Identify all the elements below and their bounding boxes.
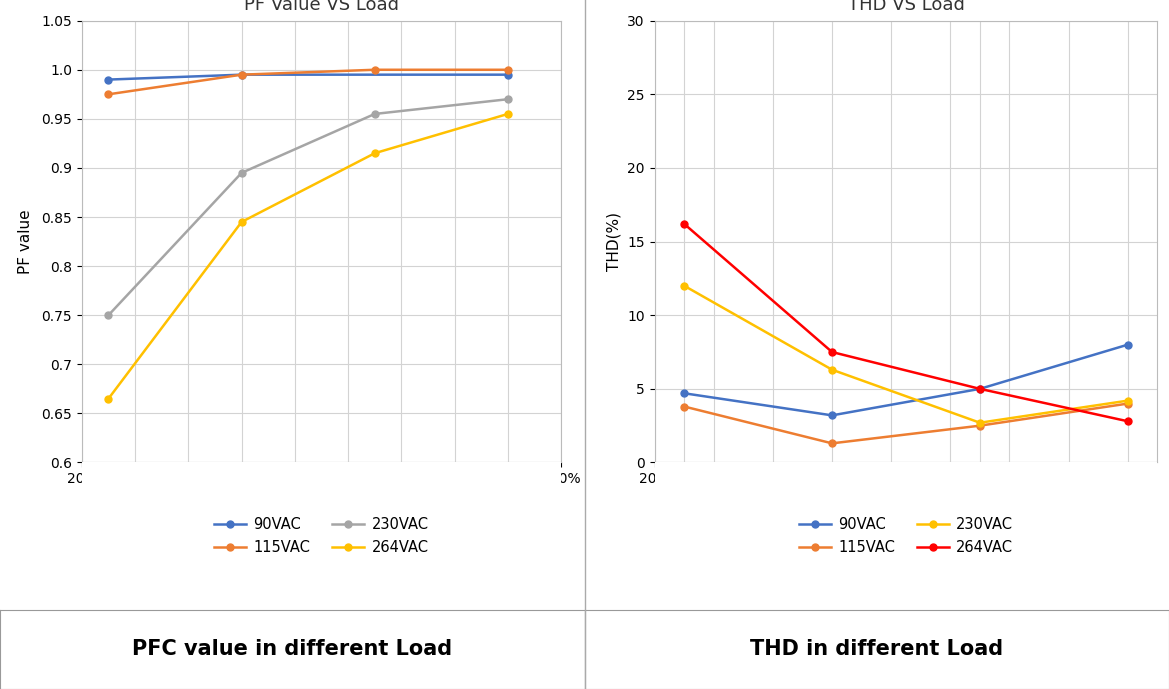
Line: 115VAC: 115VAC [105,66,511,98]
90VAC [1121,340,1135,349]
90VAC [235,70,249,79]
264VAC [102,395,116,403]
Line: 264VAC: 264VAC [105,110,511,402]
115VAC [368,65,382,74]
X-axis label: Load(Full Load%): Load(Full Load%) [256,495,387,510]
X-axis label: Load(Full Load%): Load(Full Load%) [841,495,971,510]
Line: 230VAC: 230VAC [105,96,511,319]
264VAC [825,348,839,356]
230VAC [1121,396,1135,404]
264VAC [368,149,382,157]
Line: 90VAC: 90VAC [680,341,1132,419]
Legend: 90VAC, 115VAC, 230VAC, 264VAC: 90VAC, 115VAC, 230VAC, 264VAC [208,512,435,561]
Y-axis label: PF value: PF value [18,209,33,274]
115VAC [102,90,116,99]
230VAC [973,419,987,427]
Line: 115VAC: 115VAC [680,400,1132,447]
Legend: 90VAC, 115VAC, 230VAC, 264VAC: 90VAC, 115VAC, 230VAC, 264VAC [793,512,1019,561]
230VAC [235,169,249,177]
Line: 264VAC: 264VAC [680,220,1132,424]
90VAC [973,384,987,393]
90VAC [102,76,116,84]
264VAC [973,384,987,393]
Line: 230VAC: 230VAC [680,282,1132,426]
115VAC [973,422,987,430]
264VAC [677,220,691,228]
Text: THD in different Load: THD in different Load [750,639,1003,659]
264VAC [235,218,249,226]
264VAC [1121,417,1135,425]
90VAC [677,389,691,398]
Y-axis label: THD(%): THD(%) [607,212,622,271]
115VAC [500,65,514,74]
Text: PFC value in different Load: PFC value in different Load [132,639,452,659]
90VAC [825,411,839,420]
Title: PF Value VS Load: PF Value VS Load [244,0,399,14]
230VAC [677,282,691,290]
Title: THD VS Load: THD VS Load [848,0,964,14]
Line: 90VAC: 90VAC [105,71,511,83]
230VAC [368,110,382,118]
264VAC [500,110,514,118]
90VAC [500,70,514,79]
115VAC [677,402,691,411]
230VAC [825,366,839,374]
230VAC [102,311,116,320]
115VAC [235,70,249,79]
115VAC [825,439,839,447]
115VAC [1121,400,1135,408]
230VAC [500,95,514,103]
